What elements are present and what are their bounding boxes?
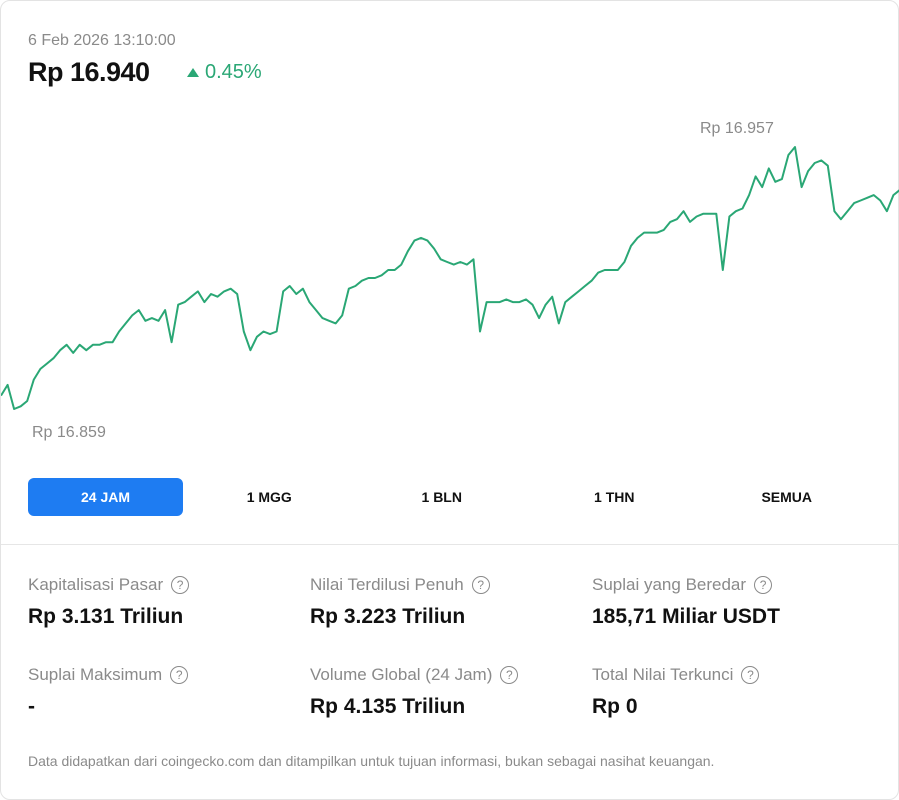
- stat-value: Rp 4.135 Triliun: [310, 695, 466, 718]
- stat-fully-diluted: Nilai Terdilusi Penuh? Rp 3.223 Triliun: [310, 575, 490, 629]
- stat-value: Rp 3.131 Triliun: [28, 605, 184, 628]
- help-icon[interactable]: ?: [471, 576, 490, 594]
- stat-label: Suplai yang Beredar: [592, 575, 747, 594]
- current-price: Rp 16.940: [28, 57, 150, 87]
- stat-label: Suplai Maksimum: [28, 665, 163, 684]
- divider: [1, 544, 899, 545]
- help-icon[interactable]: ?: [500, 666, 519, 684]
- stat-value: Rp 0: [592, 695, 638, 718]
- stat-label: Volume Global (24 Jam): [310, 665, 493, 684]
- stat-label: Nilai Terdilusi Penuh: [310, 575, 464, 594]
- disclaimer: Data didapatkan dari coingecko.com dan d…: [28, 753, 715, 769]
- help-icon[interactable]: ?: [754, 576, 773, 594]
- stat-market-cap: Kapitalisasi Pasar? Rp 3.131 Triliun: [28, 575, 190, 629]
- period-1w-button[interactable]: 1 MGG: [246, 489, 292, 505]
- high-label: Rp 16.957: [700, 120, 774, 137]
- stat-label: Kapitalisasi Pasar: [28, 575, 164, 594]
- period-1m-button[interactable]: 1 BLN: [421, 489, 462, 505]
- stat-label: Total Nilai Terkunci: [592, 665, 734, 684]
- price-change: 0.45%: [187, 61, 262, 84]
- low-label: Rp 16.859: [32, 424, 106, 441]
- stat-value: 185,71 Miliar USDT: [592, 605, 780, 628]
- period-all-button[interactable]: SEMUA: [761, 489, 813, 505]
- period-24h-button[interactable]: 24 JAM: [28, 478, 183, 516]
- period-selector: 24 JAM 1 MGG 1 BLN 1 THN SEMUA: [28, 478, 873, 516]
- price-line: [1, 146, 899, 410]
- timestamp: 6 Feb 2026 13:10:00: [28, 32, 176, 49]
- triangle-up-icon: [187, 68, 199, 77]
- stat-global-volume: Volume Global (24 Jam)? Rp 4.135 Triliun: [310, 665, 519, 719]
- help-icon[interactable]: ?: [171, 576, 190, 594]
- stat-value: Rp 3.223 Triliun: [310, 605, 466, 628]
- stat-max-supply: Suplai Maksimum? -: [28, 665, 189, 719]
- stat-value: -: [28, 695, 35, 718]
- help-icon[interactable]: ?: [170, 666, 189, 684]
- price-chart[interactable]: [1, 1, 899, 461]
- change-percent: 0.45%: [205, 61, 262, 83]
- help-icon[interactable]: ?: [741, 666, 760, 684]
- stat-total-value-locked: Total Nilai Terkunci? Rp 0: [592, 665, 760, 719]
- stat-circulating-supply: Suplai yang Beredar? 185,71 Miliar USDT: [592, 575, 780, 629]
- period-1y-button[interactable]: 1 THN: [594, 489, 635, 505]
